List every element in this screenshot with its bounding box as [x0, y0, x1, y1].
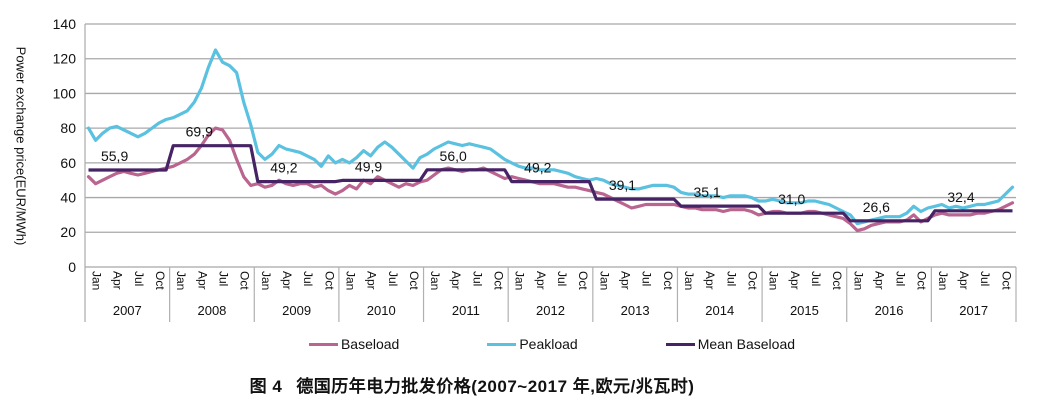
mean-value-label: 26,6	[863, 199, 890, 215]
month-tick-label: Jan	[343, 271, 357, 290]
year-label: 2009	[282, 303, 311, 318]
mean-baseload-line-swatch	[665, 342, 695, 346]
year-label: 2013	[621, 303, 650, 318]
month-tick-label: Oct	[492, 271, 506, 290]
month-tick-label: Jan	[936, 271, 950, 290]
month-tick-label: Jul	[724, 271, 738, 286]
chart-legend: Baseload Peakload Mean Baseload	[30, 336, 1044, 352]
month-tick-label: Jul	[216, 271, 230, 286]
month-tick-label: Jul	[640, 271, 654, 286]
mean-value-label: 55,9	[101, 148, 128, 164]
figure-number: 图 4	[249, 377, 283, 396]
y-tick-label: 20	[60, 224, 76, 240]
y-tick-label: 120	[53, 51, 77, 67]
baseload-line	[86, 126, 1015, 233]
month-tick-label: Apr	[534, 271, 548, 290]
year-label: 2015	[790, 303, 819, 318]
y-tick-label: 40	[60, 189, 76, 205]
y-tick-label: 60	[60, 155, 76, 171]
month-tick-label: Oct	[661, 271, 675, 290]
month-tick-label: Jan	[767, 271, 781, 290]
mean-baseload-line	[88, 144, 1013, 223]
legend-item-mean-baseload: Mean Baseload	[665, 336, 796, 352]
month-tick-label: Oct	[915, 271, 929, 290]
mean-value-label: 32,4	[947, 189, 974, 205]
y-tick-label: 140	[53, 16, 77, 32]
month-tick-label: Oct	[576, 271, 590, 290]
month-tick-label: Apr	[365, 271, 379, 290]
month-tick-label: Jul	[470, 271, 484, 286]
month-tick-label: Jul	[132, 271, 146, 286]
price-chart: 0 20 40 60 80 100 120 140 Jan Apr Jul Oct 2007 Jan Apr…	[53, 16, 1017, 322]
month-tick-label: Apr	[280, 271, 294, 290]
mean-value-label: 31,0	[778, 191, 805, 207]
month-tick-label: Jan	[513, 271, 527, 290]
peakload-line-swatch	[487, 342, 517, 346]
month-tick-label: Jul	[555, 271, 569, 286]
year-label: 2011	[452, 303, 480, 318]
month-tick-label: Oct	[745, 271, 759, 290]
mean-value-label: 49,2	[270, 160, 297, 176]
month-tick-label: Apr	[195, 271, 209, 290]
month-tick-label: Jan	[597, 271, 611, 290]
y-tick-label: 100	[53, 85, 77, 101]
legend-item-peakload: Peakload	[487, 336, 578, 352]
month-tick-label: Jul	[894, 271, 908, 286]
peakload-line	[86, 48, 1015, 226]
mean-value-label: 39,1	[609, 177, 636, 193]
month-tick-label: Jul	[301, 271, 315, 286]
month-tick-label: Jan	[174, 271, 188, 290]
month-tick-label: Oct	[830, 271, 844, 290]
year-label: 2016	[875, 303, 904, 318]
figure-caption-text: 德国历年电力批发价格(2007~2017 年,欧元/兆瓦时)	[296, 377, 695, 396]
legend-label-mean-baseload: Mean Baseload	[697, 336, 796, 352]
month-tick-label: Oct	[322, 271, 336, 290]
legend-item-baseload: Baseload	[308, 336, 400, 352]
year-label: 2017	[959, 303, 988, 318]
month-tick-label: Oct	[407, 271, 421, 290]
month-tick-label: Jan	[851, 271, 865, 290]
year-label: 2008	[197, 303, 226, 318]
mean-value-label: 35,1	[693, 184, 720, 200]
month-tick-label: Jan	[259, 271, 273, 290]
month-tick-label: Jul	[809, 271, 823, 286]
mean-value-label: 69,9	[186, 124, 213, 140]
month-tick-label: Apr	[449, 271, 463, 290]
month-tick-label: Oct	[238, 271, 252, 290]
y-tick-label: 0	[68, 259, 76, 275]
year-label: 2014	[705, 303, 734, 318]
figure-caption: 图 4 德国历年电力批发价格(2007~2017 年,欧元/兆瓦时)	[0, 372, 994, 397]
mean-value-label: 49,9	[355, 158, 382, 174]
mean-value-label: 49,2	[524, 160, 551, 176]
year-label: 2010	[367, 303, 396, 318]
month-tick-label: Apr	[703, 271, 717, 290]
legend-label-peakload: Peakload	[519, 336, 578, 352]
month-tick-label: Jan	[90, 271, 104, 290]
month-tick-label: Apr	[788, 271, 802, 290]
month-tick-label: Apr	[111, 271, 125, 290]
mean-value-label: 56,0	[440, 148, 467, 164]
month-tick-label: Jul	[386, 271, 400, 286]
month-tick-label: Apr	[872, 271, 886, 290]
month-tick-label: Jul	[978, 271, 992, 286]
baseload-line-swatch	[308, 342, 338, 346]
y-tick-label: 80	[60, 120, 76, 136]
month-tick-label: Jan	[682, 271, 696, 290]
legend-label-baseload: Baseload	[340, 336, 400, 352]
year-label: 2007	[113, 303, 142, 318]
month-tick-label: Apr	[619, 271, 633, 290]
year-label: 2012	[536, 303, 565, 318]
month-tick-label: Oct	[153, 271, 167, 290]
month-tick-label: Oct	[999, 271, 1013, 290]
month-tick-label: Apr	[957, 271, 971, 290]
month-tick-label: Jan	[428, 271, 442, 290]
